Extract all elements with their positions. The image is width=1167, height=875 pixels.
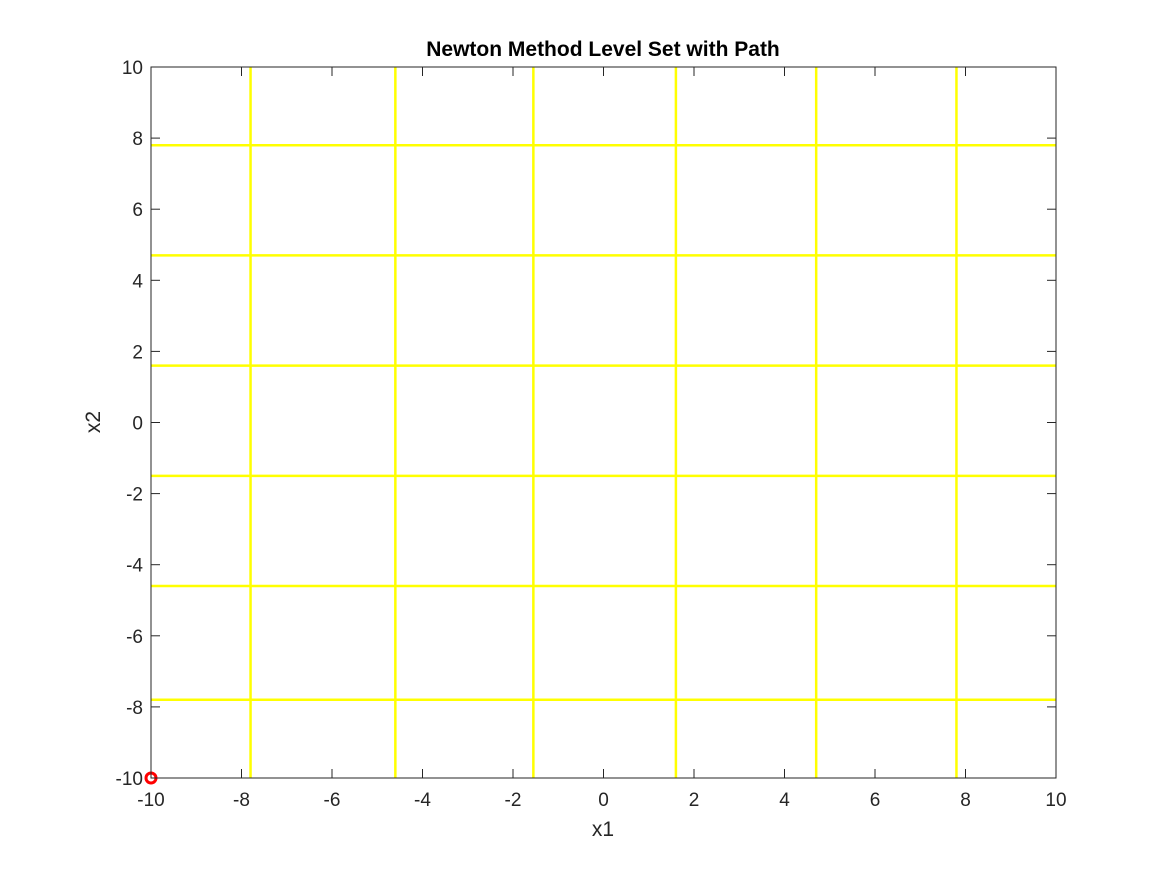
x-tick-label: -2 — [505, 790, 522, 811]
y-axis-label: x2 — [82, 411, 105, 433]
chart-title: Newton Method Level Set with Path — [426, 38, 780, 61]
y-tick-label: 2 — [132, 342, 143, 363]
y-tick-label: 6 — [132, 200, 143, 221]
y-tick-label: 10 — [122, 58, 143, 79]
y-tick-label: -4 — [126, 556, 143, 577]
y-tick-label: 8 — [132, 129, 143, 150]
y-tick-label: -10 — [116, 769, 143, 790]
y-tick-label: 4 — [132, 271, 143, 292]
axes-background — [151, 67, 1056, 778]
x-tick-label: 2 — [689, 790, 700, 811]
y-tick-labels: -10 -8 -6 -4 -2 0 2 4 6 8 10 — [116, 58, 144, 790]
x-tick-label: 10 — [1045, 790, 1066, 811]
x-tick-label: -6 — [324, 790, 341, 811]
level-set-contour — [151, 67, 1056, 778]
axis-ticks — [150, 66, 1057, 779]
x-tick-label: -10 — [137, 790, 164, 811]
x-tick-label: 6 — [870, 790, 881, 811]
y-tick-label: -8 — [126, 698, 143, 719]
x-tick-label: 0 — [598, 790, 609, 811]
x-tick-label: -4 — [414, 790, 431, 811]
x-tick-label: 8 — [960, 790, 971, 811]
plot-area — [144, 66, 1057, 785]
x-tick-labels: -10 -8 -6 -4 -2 0 2 4 6 8 10 — [137, 790, 1066, 811]
y-tick-label: -2 — [126, 485, 143, 506]
y-tick-label: -6 — [126, 627, 143, 648]
y-tick-label: 0 — [132, 414, 143, 435]
x-tick-label: 4 — [779, 790, 790, 811]
x-tick-label: -8 — [233, 790, 250, 811]
x-axis-label: x1 — [592, 818, 614, 841]
